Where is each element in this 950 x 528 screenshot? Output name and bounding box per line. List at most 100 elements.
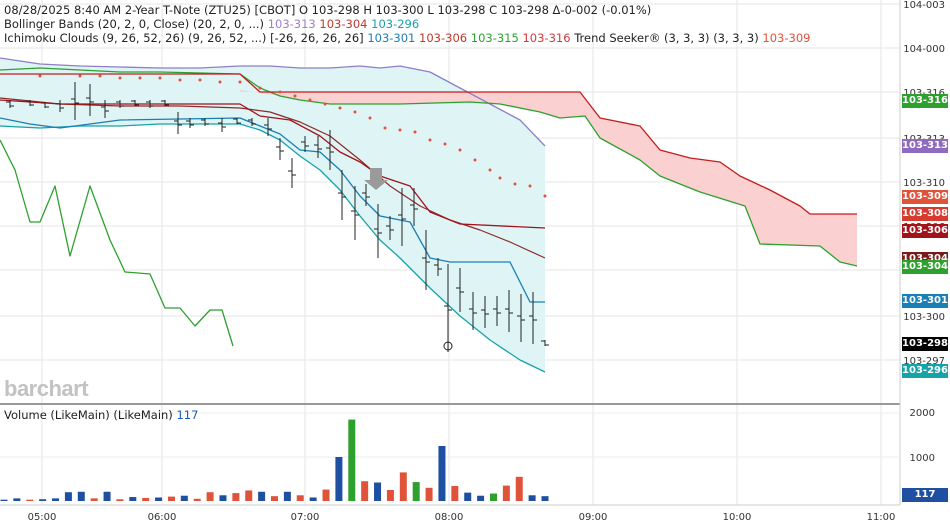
trend-dot [308, 98, 312, 102]
volume-bar [322, 489, 330, 501]
volume-bar [116, 499, 124, 501]
trend-dot [498, 176, 502, 180]
trend-dot [238, 80, 242, 84]
bollinger-fill [0, 58, 545, 372]
sell-arrow-icon [364, 168, 388, 190]
trend-dot [413, 130, 417, 134]
trend-dot [218, 80, 222, 84]
volume-bar [412, 482, 420, 501]
price-badge: 103-313 [902, 139, 948, 153]
trend-dot [38, 74, 42, 78]
price-badge: 103-316 [902, 94, 948, 108]
ichimoku-span-a [0, 73, 857, 215]
trend-dot [528, 184, 532, 188]
volume-bar [103, 491, 111, 501]
price-tick: 104-003 [903, 0, 945, 11]
legend-value: 103-313 [267, 17, 320, 31]
volume-bar [271, 496, 278, 501]
volume-bar [348, 419, 356, 501]
trend-dot [383, 126, 387, 130]
header-quote: 08/28/2025 8:40 AM 2-Year T-Note (ZTU25)… [4, 3, 652, 17]
volume-bar [0, 499, 8, 501]
trend-dot [293, 94, 297, 98]
trend-dot [158, 76, 162, 80]
price-badge: 103-301 [902, 294, 948, 308]
trend-value: 103-309 [762, 31, 810, 45]
trend-dot [98, 74, 102, 78]
time-tick: 11:00 [867, 512, 896, 523]
volume-bar [374, 482, 382, 501]
volume-bar [425, 487, 433, 501]
time-tick: 09:00 [579, 512, 608, 523]
volume-bar [13, 498, 21, 501]
volume-bar [309, 497, 317, 501]
price-tick: 103-316 [903, 88, 945, 99]
trend-dot [443, 142, 447, 146]
trend-dot [458, 148, 462, 152]
legend-value: 103-296 [371, 17, 420, 31]
trend-dot [118, 76, 122, 80]
legend-value: 103-306 [419, 31, 471, 45]
trend-dot [78, 74, 82, 78]
volume-bar [206, 492, 214, 501]
trend-dot [473, 158, 477, 162]
volume-bar [155, 497, 163, 501]
volume-bar [438, 446, 446, 501]
volume-bar [399, 472, 407, 501]
price-tick: 104-000 [903, 44, 945, 55]
price-badge: 103-298 [902, 337, 948, 351]
trend-dot [338, 106, 342, 110]
volume-legend: Volume (LikeMain) (LikeMain) 117 [4, 408, 198, 422]
price-tick: 103-310 [903, 178, 945, 189]
trend-dot [198, 78, 202, 82]
ichimoku-span-b [0, 67, 858, 267]
legend-value: 103-316 [522, 31, 575, 45]
volume-bar [219, 495, 227, 501]
legend-value: 103-315 [470, 31, 523, 45]
price-header: 08/28/2025 8:40 AM 2-Year T-Note (ZTU25)… [4, 3, 651, 17]
bollinger-legend: Bollinger Bands (20, 2, 0, Close) (20, 2… [4, 17, 419, 31]
volume-bar [142, 497, 150, 501]
time-tick: 06:00 [148, 512, 177, 523]
volume-bar [52, 498, 60, 501]
legend-value: 103-309 [762, 31, 811, 45]
volume-bar [489, 493, 497, 501]
volume-bar [451, 486, 459, 501]
trend-dot [398, 128, 402, 132]
bollinger-lower [0, 123, 546, 373]
volume-bar [541, 496, 549, 501]
trend-label: Trend Seeker® (3, 3, 3) (3, 3, 3) [574, 31, 759, 45]
volume-bars [0, 419, 549, 501]
volume-value: 117 [176, 408, 198, 422]
volume-bar [167, 496, 175, 501]
ichimoku-cloud [0, 58, 857, 372]
trend-dot [178, 78, 182, 82]
trend-dot [513, 182, 517, 186]
chikou-span [0, 139, 234, 347]
volume-bar [245, 490, 253, 501]
volume-tick: 2000 [910, 408, 935, 419]
volume-bar [502, 485, 510, 501]
volume-bar [39, 499, 47, 501]
volume-bar [193, 498, 201, 501]
volume-bar [77, 491, 85, 501]
bollinger-values: 103-313 103-304 103-296 [268, 17, 420, 31]
time-tick: 07:00 [291, 512, 320, 523]
trend-dot [258, 86, 262, 90]
volume-bar [361, 481, 369, 501]
volume-bar [26, 499, 34, 501]
volume-bar [232, 493, 240, 501]
trend-dot [323, 102, 327, 106]
barchart-logo: barchart [4, 376, 89, 401]
ichimoku-legend: Ichimoku Clouds (9, 26, 52, 26) (9, 26, … [4, 31, 810, 45]
volume-bar [90, 498, 98, 501]
legend-value: 103-304 [319, 17, 372, 31]
volume-bar [335, 457, 343, 501]
price-badge: 103-296 [902, 364, 948, 378]
trend-dot [353, 110, 357, 114]
volume-bar [258, 491, 266, 501]
trend-dot [138, 76, 142, 80]
price-bars [6, 82, 549, 352]
volume-bar [477, 495, 485, 501]
